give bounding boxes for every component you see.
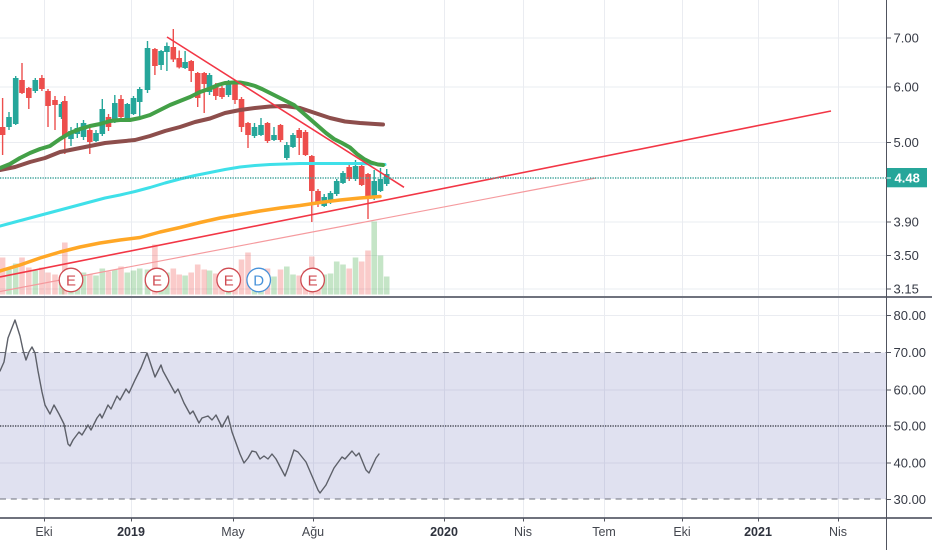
svg-text:40.00: 40.00	[894, 456, 927, 471]
svg-text:Nis: Nis	[829, 525, 847, 539]
svg-text:2019: 2019	[117, 525, 145, 539]
svg-text:Eki: Eki	[35, 525, 52, 539]
svg-text:50.00: 50.00	[894, 419, 927, 434]
svg-text:30.00: 30.00	[894, 492, 927, 507]
svg-text:60.00: 60.00	[894, 383, 927, 398]
svg-text:E: E	[152, 273, 162, 290]
svg-text:5.00: 5.00	[894, 135, 919, 150]
svg-text:6.00: 6.00	[894, 80, 919, 95]
svg-text:E: E	[308, 273, 318, 290]
svg-text:70.00: 70.00	[894, 345, 927, 360]
svg-text:7.00: 7.00	[894, 31, 919, 46]
svg-text:D: D	[253, 273, 264, 290]
svg-text:Nis: Nis	[514, 525, 532, 539]
svg-text:Tem: Tem	[592, 525, 616, 539]
svg-text:2021: 2021	[744, 525, 772, 539]
svg-text:3.90: 3.90	[894, 215, 919, 230]
svg-text:2020: 2020	[430, 525, 458, 539]
svg-text:Eki: Eki	[673, 525, 690, 539]
svg-text:E: E	[224, 273, 234, 290]
svg-text:E: E	[66, 273, 76, 290]
svg-text:3.15: 3.15	[894, 282, 919, 297]
svg-text:4.48: 4.48	[895, 171, 920, 186]
svg-text:3.50: 3.50	[894, 248, 919, 263]
svg-text:Ağu: Ağu	[302, 525, 324, 539]
svg-text:May: May	[221, 525, 245, 539]
svg-text:80.00: 80.00	[894, 308, 927, 323]
